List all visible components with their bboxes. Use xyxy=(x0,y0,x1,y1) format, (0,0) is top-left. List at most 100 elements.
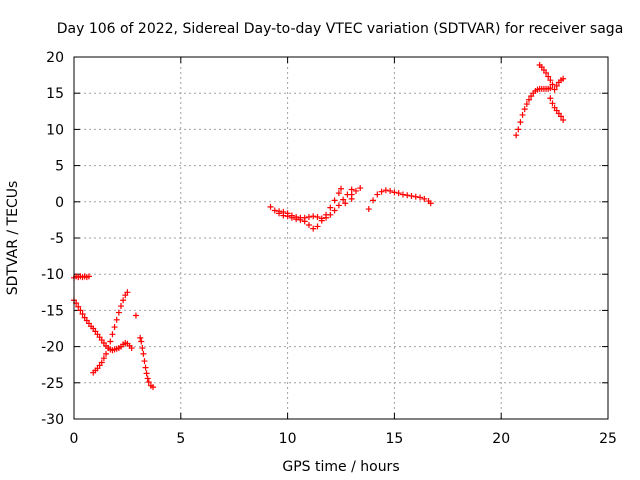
data-point xyxy=(348,195,355,202)
data-point xyxy=(128,345,135,352)
chart-title: Day 106 of 2022, Sidereal Day-to-day VTE… xyxy=(57,21,624,37)
data-point xyxy=(327,211,334,218)
data-point xyxy=(109,331,116,338)
data-point xyxy=(370,197,377,204)
data-point xyxy=(365,206,372,213)
data-point xyxy=(305,214,312,221)
x-tick-label: 20 xyxy=(492,431,510,447)
data-point xyxy=(111,324,118,331)
data-point xyxy=(113,316,120,323)
data-point xyxy=(85,273,92,280)
plot-frame xyxy=(73,56,609,420)
data-point xyxy=(551,86,558,93)
data-point xyxy=(547,85,554,92)
data-point xyxy=(310,225,317,232)
data-point xyxy=(150,384,157,391)
data-point xyxy=(378,188,385,195)
data-point xyxy=(120,297,127,304)
data-point xyxy=(138,338,145,345)
x-tick-label: 0 xyxy=(70,431,79,447)
data-point xyxy=(271,207,278,214)
data-point xyxy=(382,187,389,194)
data-point xyxy=(335,190,342,197)
series-arc-3 xyxy=(90,289,131,376)
data-point xyxy=(77,307,84,314)
data-point xyxy=(521,106,528,113)
y-tick-label: 20 xyxy=(46,50,64,66)
series-arc-11 xyxy=(547,95,567,123)
data-point xyxy=(352,187,359,194)
data-point xyxy=(331,197,338,204)
data-point xyxy=(284,210,291,217)
x-axis-label: GPS time / hours xyxy=(282,459,399,475)
y-tick-label: -5 xyxy=(50,231,64,247)
data-point xyxy=(374,191,381,198)
data-point xyxy=(98,359,105,366)
data-point xyxy=(543,69,550,76)
data-point xyxy=(348,186,355,193)
y-tick-label: 15 xyxy=(46,86,64,102)
data-point xyxy=(143,370,150,377)
data-point xyxy=(417,194,424,201)
data-point xyxy=(335,202,342,209)
data-point xyxy=(558,113,565,120)
series-arc-10 xyxy=(536,61,567,93)
data-point xyxy=(142,364,149,371)
data-point xyxy=(327,204,334,211)
data-point xyxy=(553,82,560,89)
y-tick-label: -20 xyxy=(41,340,64,356)
data-point xyxy=(547,77,554,84)
y-tick-label: 5 xyxy=(55,159,64,175)
data-point xyxy=(137,334,144,341)
data-point xyxy=(293,214,300,221)
series-arc-2 xyxy=(71,297,135,354)
y-tick-label: -15 xyxy=(41,303,64,319)
data-point xyxy=(342,200,349,207)
data-point xyxy=(280,208,287,215)
series-arc-7 xyxy=(342,185,364,207)
data-point xyxy=(141,358,148,365)
data-point xyxy=(288,212,295,219)
data-point xyxy=(144,375,151,382)
data-point xyxy=(100,355,107,362)
data-point xyxy=(519,111,526,118)
data-point xyxy=(391,189,398,196)
y-tick-label: 10 xyxy=(46,122,64,138)
data-point xyxy=(115,309,122,316)
data-point xyxy=(105,345,112,352)
data-point xyxy=(318,215,325,222)
y-tick-label: 0 xyxy=(55,195,64,211)
data-point xyxy=(421,195,428,202)
data-point xyxy=(132,312,139,319)
data-point xyxy=(338,185,344,192)
data-point xyxy=(145,379,152,386)
data-point xyxy=(560,75,567,82)
y-tick-label: -10 xyxy=(41,267,64,283)
data-point xyxy=(75,303,82,310)
data-point xyxy=(139,345,146,352)
data-point xyxy=(267,203,274,210)
data-point xyxy=(549,100,556,107)
data-point xyxy=(340,196,347,203)
data-point xyxy=(408,193,415,200)
data-point xyxy=(387,187,394,194)
axis-ticks: 0 5 10 15 20 25 -30 -25 -20 -15 -10 -5 0 5 10 15 20 xyxy=(41,50,617,447)
data-point xyxy=(549,81,556,88)
data-point xyxy=(545,73,552,80)
data-point xyxy=(314,223,321,230)
data-point xyxy=(79,311,86,318)
y-axis-label: SDTVAR / TECUs xyxy=(5,181,21,296)
y-tick-label: -25 xyxy=(41,376,64,392)
data-point xyxy=(547,95,554,102)
series-arc-8 xyxy=(365,187,434,213)
y-tick-label: -30 xyxy=(41,412,64,428)
data-point xyxy=(310,213,317,220)
x-tick-label: 10 xyxy=(279,431,297,447)
x-tick-label: 5 xyxy=(176,431,185,447)
data-point xyxy=(399,191,406,198)
data-point xyxy=(395,190,402,197)
data-point xyxy=(404,192,411,199)
x-tick-label: 25 xyxy=(599,431,617,447)
data-point xyxy=(314,214,321,221)
